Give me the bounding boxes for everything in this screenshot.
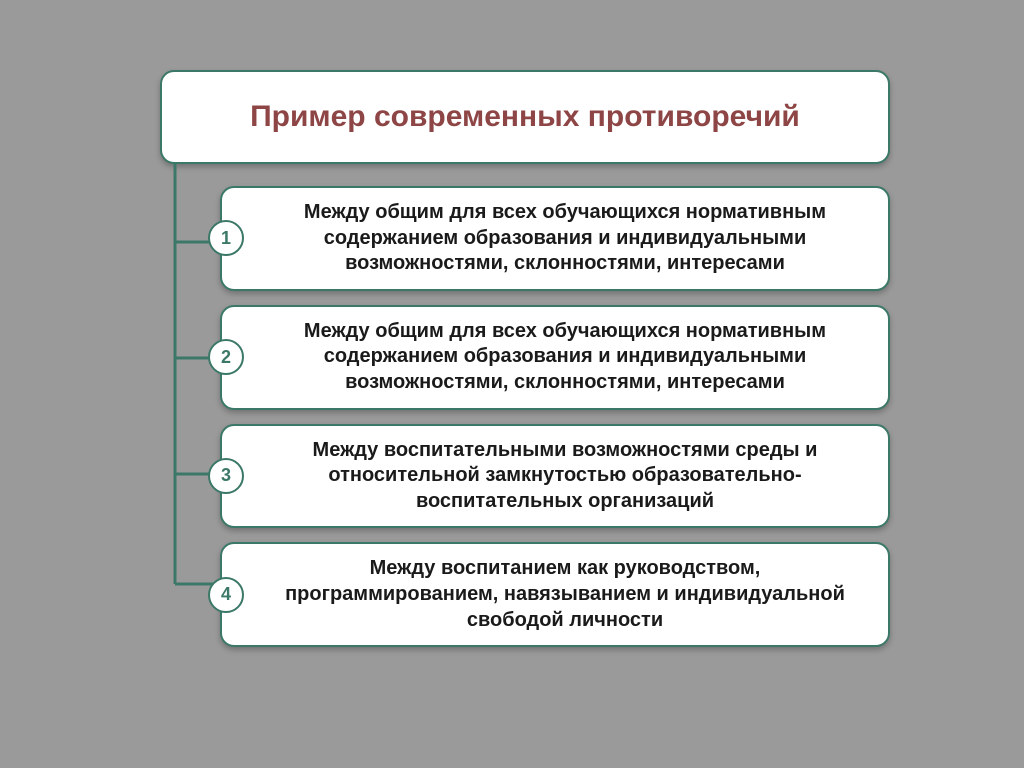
list-item: 2 Между общим для всех обучающихся норма… [130,305,900,410]
item-number-badge: 4 [208,577,244,613]
item-text: Между общим для всех обучающихся нормати… [272,200,858,277]
item-text: Между общим для всех обучающихся нормати… [272,319,858,396]
list-item: 4 Между воспитанием как руководством, пр… [130,542,900,647]
title-box: Пример современных противоречий [160,70,890,164]
item-box: Между общим для всех обучающихся нормати… [220,305,890,410]
item-text: Между воспитанием как руководством, прог… [272,556,858,633]
items-list: 1 Между общим для всех обучающихся норма… [130,186,900,647]
list-item: 3 Между воспитательными возможностями ср… [130,424,900,529]
item-box: Между воспитательными возможностями сред… [220,424,890,529]
diagram-container: Пример современных противоречий 1 Между … [130,70,900,661]
list-item: 1 Между общим для всех обучающихся норма… [130,186,900,291]
title-text: Пример современных противоречий [202,100,848,134]
item-box: Между общим для всех обучающихся нормати… [220,186,890,291]
item-number-badge: 2 [208,339,244,375]
item-text: Между воспитательными возможностями сред… [272,438,858,515]
item-number-badge: 3 [208,458,244,494]
item-box: Между воспитанием как руководством, прог… [220,542,890,647]
item-number-badge: 1 [208,220,244,256]
